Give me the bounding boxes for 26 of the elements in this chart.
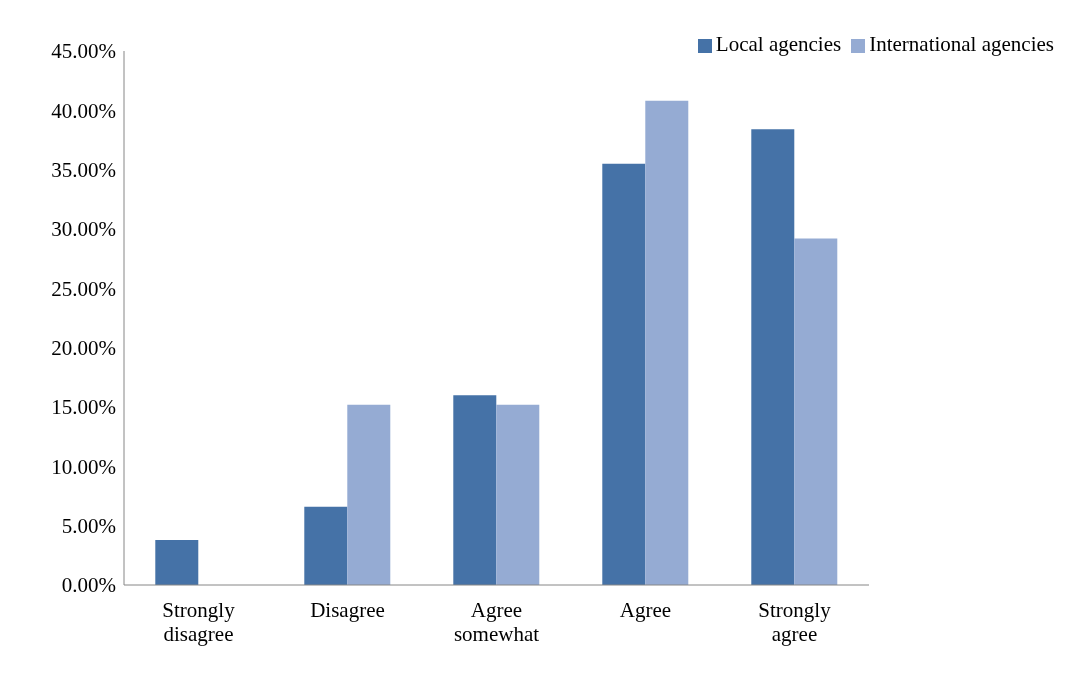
bar — [645, 100, 689, 585]
y-tick-label: 0.00% — [61, 573, 116, 598]
y-tick-label: 25.00% — [51, 276, 116, 301]
bar — [602, 163, 646, 585]
y-tick-label: 15.00% — [51, 395, 116, 420]
y-tick-label: 10.00% — [51, 454, 116, 479]
x-tick-label: Agree — [619, 598, 672, 622]
y-tick-label: 45.00% — [51, 39, 116, 64]
x-tick-label: Strongly agree — [758, 598, 832, 646]
y-tick-label: 30.00% — [51, 217, 116, 242]
y-tick-label: 5.00% — [61, 514, 116, 539]
x-tick-label: Disagree — [310, 598, 385, 622]
bar — [155, 539, 199, 585]
bar — [751, 129, 795, 585]
bar — [794, 238, 838, 585]
bar — [347, 404, 391, 585]
y-tick-label: 35.00% — [51, 158, 116, 183]
y-tick-label: 40.00% — [51, 98, 116, 123]
y-tick-label: 20.00% — [51, 336, 116, 361]
legend-label: International agencies — [869, 32, 1054, 56]
x-tick-label: Agree somewhat — [453, 598, 540, 646]
bar — [496, 404, 540, 585]
legend-label: Local agencies — [715, 32, 842, 56]
bar — [453, 395, 497, 585]
bar — [304, 506, 348, 585]
x-tick-label: Strongly disagree — [162, 598, 236, 646]
